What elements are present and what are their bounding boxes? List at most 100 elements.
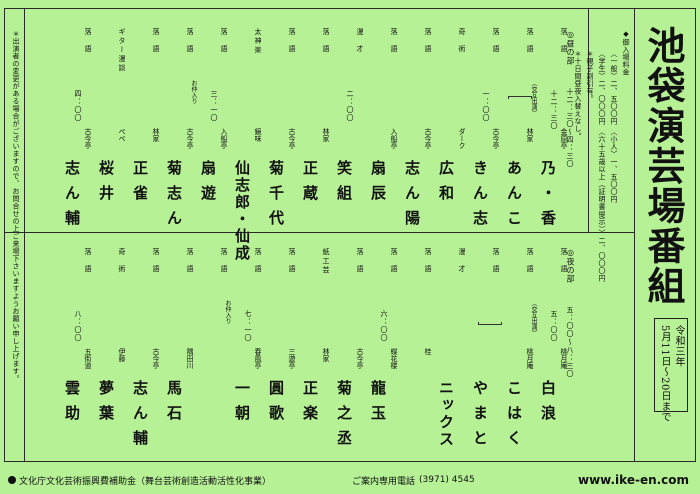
performer-affiliation: 入船亭 [220,128,228,149]
performer-affiliation: 古今亭 [84,128,92,149]
performer-name: ニックス [437,380,455,448]
performer-name: こはく [505,380,523,455]
sponsor-text: 文化庁文化芸術振興費補助金（舞台芸術創造活動活性化事業） [19,476,272,487]
performer-entry: 落語 お仲入り [198,240,232,460]
footer-phone: ご案内専用電話 (3971) 4545 [352,470,475,490]
performer-role: 落語 [526,248,534,282]
performer-entry: 落語 七：一〇 春風亭 一朝 [232,240,266,460]
performer-entry: 奇術 伊藤 夢葉 [96,240,130,460]
performer-affiliation: 古今亭 [492,128,500,149]
performer-role: 落語 [84,248,92,282]
performer-name: 正蔵 [301,160,319,210]
performer-entry: 落語 古今亭 志ん輔 [130,240,164,460]
slot-time: 四：〇〇 [74,90,82,122]
night-time: 五：〇〇〜八：三〇 [566,306,574,378]
day-label: ◎昼の部 [566,30,575,65]
performer-name: 龍玉 [369,380,387,430]
performer-entry: 落語 やまと [470,240,504,460]
performer-affiliation: 金原亭 [560,128,568,149]
performer-note: お仲入り [190,80,197,104]
performer-role: ギター漫談 [118,28,126,73]
performer-entry: 落語 一：〇〇 古今亭 きん志 [470,20,504,235]
performer-affiliation: ぺぺ [118,128,126,142]
performer-name: 扇遊 [199,160,217,210]
performer-entry: 落語 林家 正雀 [130,20,164,230]
performer-role: 漫才 [356,28,364,62]
performer-name: 正楽 [301,380,319,430]
date-era: 令和三年 [673,325,684,367]
performer-role: 落語 [152,28,160,62]
performer-affiliation: 林家 [322,128,330,142]
performer-name: 正雀 [131,160,149,210]
title-column-divider [634,8,635,462]
performer-role: 落語 [356,248,364,282]
performer-entry: 落語桂 [402,240,436,460]
performer-note: お仲入り [224,300,231,324]
performer-entry: 落語 （交互出演） 林家 あんこ [504,20,538,235]
performer-entry: 落語 古今亭 菊之丞 [334,240,368,460]
date-range: 5月11日〜20日まで [659,325,670,423]
slot-time: 一：〇〇 [482,90,490,122]
performer-affiliation: 蝶花楼 [390,348,398,369]
performer-entry: 落語 お仲入り 古今亭 菊志ん [164,20,198,235]
performer-affiliation: 古今亭 [424,128,432,149]
performer-affiliation: 古今亭 [152,348,160,369]
performer-role: 落語 [526,28,534,62]
performer-affiliation: 三遊亭 [288,348,296,369]
performer-affiliation: 隅田川 [186,348,194,369]
website-link[interactable]: www.ike-en.com [578,473,690,487]
performer-entry: 落語 六：〇〇 蝶花楼 龍玉 [368,240,402,460]
performer-entry: 落語 入船亭 扇辰 [368,20,402,230]
performer-name: 白浪 [539,380,557,430]
performer-name: 圓歌 [267,380,285,430]
performer-entry: 紙工芸 林家 正楽 [300,240,334,460]
slot-time: 五：〇〇 [550,310,558,342]
performer-affiliation: 春風亭 [254,348,262,369]
day-alternate-bracket [508,96,532,99]
performer-name: きん志 [471,160,489,235]
performer-name: 夢葉 [97,380,115,430]
performer-name: 桜井 [97,160,115,210]
performer-name: 広和 [437,160,455,210]
performer-entry: 落語 十二：三〇 金原亭 乃・香 [538,20,572,235]
prices-line1: 〈一般〉二、五〇〇円 〈小人〉一、五〇〇円 [610,50,618,203]
performer-affiliation: 五街道 [84,348,92,369]
performer-entry: 落語 隅田川 馬石 [164,240,198,460]
slot-time: 六：〇〇 [380,310,388,342]
slot-time: 三：一〇 [210,90,218,122]
performer-entry: 落語 三遊亭 圓歌 [266,240,300,460]
page-title: 池袋演芸場番組 [641,26,685,306]
performer-name: 笑組 [335,160,353,210]
night-label: ◎夜の部 [566,248,575,283]
performer-name: 雲助 [63,380,81,430]
performer-entry: 落語 古今亭 菊千代 [266,20,300,235]
performer-role: 落語 [220,28,228,62]
slot-time: 二：〇〇 [346,90,354,122]
performer-entry: 漫才ニックス [436,240,470,460]
performer-role: 落語 [186,28,194,62]
performer-affiliation: 林家 [526,128,534,142]
performer-role: 落語 [152,248,160,282]
performer-role: 落語 [322,28,330,62]
performer-name: あんこ [505,160,523,235]
performer-name: 扇辰 [369,160,387,210]
slot-time: 十二：三〇 [550,90,558,130]
performer-entry: 落語三：一〇 入船亭扇遊 [198,20,232,230]
slot-time: 八：〇〇 [74,310,82,342]
performer-role: 漫才 [458,248,466,282]
bullet-icon [8,476,16,484]
prices-column-divider [588,8,589,232]
notice-column-divider [24,8,25,462]
performer-affiliation: 古今亭 [186,128,194,149]
performer-role: 落語 [254,248,262,282]
footer-url[interactable]: www.ike-en.com [578,470,689,490]
performer-role: 落語 [288,28,296,62]
performer-affiliation: 鏡味 [254,128,262,142]
phone-number: (3971) 4545 [419,475,475,485]
performer-role: 太神楽 [254,28,262,55]
performer-entry: 落語林家正蔵 [300,20,334,230]
performer-role: 落語 [84,28,92,62]
performer-role: 落語 [560,248,568,282]
performer-role: 落語 [424,248,432,282]
